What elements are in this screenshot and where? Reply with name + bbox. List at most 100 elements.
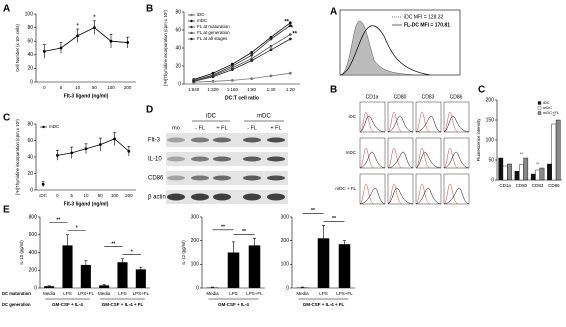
marker — [230, 68, 234, 71]
blot-band — [243, 193, 261, 201]
bar — [117, 262, 128, 288]
blot-band — [167, 193, 185, 201]
x-tick-label: 1:320 — [207, 87, 219, 92]
flow-frame — [443, 101, 470, 133]
x-axis-label: Flt-3 ligand (ng/ml) — [64, 93, 109, 99]
column-label: CD83 — [422, 94, 435, 100]
x-tick-label: LPS+FL — [78, 291, 95, 296]
row-label: DC generation — [2, 302, 31, 307]
flow-frame — [359, 101, 386, 133]
y-tick-label: 300 — [191, 214, 200, 220]
y-tick-label: 300 — [281, 214, 290, 220]
annotation: ** — [288, 26, 293, 32]
y-tick-label: 400 — [29, 250, 38, 256]
lane-group-label: iDC — [206, 114, 217, 120]
row-label: CD86 — [148, 176, 164, 182]
row-label: iDC — [349, 114, 357, 119]
flow-frame — [359, 173, 386, 205]
y-axis-label: [³H]Thymidine incorporation (cpm x 10³) — [163, 10, 168, 86]
x-tick-label: LPS — [229, 291, 238, 296]
bar — [502, 165, 508, 181]
blot-band — [243, 175, 261, 181]
marker — [92, 26, 96, 29]
x-axis-label: DC:T cell ratio — [225, 95, 259, 101]
annotation: * — [76, 23, 79, 30]
marker — [98, 143, 102, 147]
flow-marker — [359, 151, 386, 169]
x-tick-label: 100 — [107, 85, 115, 90]
flow-marker — [387, 187, 414, 205]
marker — [288, 24, 292, 27]
line — [57, 138, 130, 156]
annotation: * — [93, 15, 96, 22]
legend-marker — [190, 31, 193, 35]
marker — [250, 77, 254, 80]
flow-frame — [359, 137, 386, 169]
y-tick-label: 200 — [281, 238, 290, 244]
blot-band — [267, 137, 285, 143]
column-label: CD1a — [366, 94, 379, 100]
x-tick-label: 5 — [60, 85, 63, 90]
x-tick-label: 1:20 — [286, 87, 295, 92]
flow-frame — [387, 101, 414, 133]
y-tick-label: 100 — [486, 137, 495, 143]
bar — [80, 264, 91, 288]
x-tick-label: 5 — [70, 193, 73, 198]
flow-isotype — [387, 183, 403, 205]
annotation: * — [76, 226, 78, 232]
flow-marker — [443, 187, 470, 205]
legend-marker — [190, 13, 193, 17]
blot-band — [243, 137, 261, 143]
blot-band — [267, 156, 285, 162]
panel-label: D — [146, 105, 153, 116]
bar — [535, 169, 540, 181]
legend-swatch — [537, 101, 542, 105]
y-tick-label: 40 — [27, 154, 33, 160]
x-tick-label: 1:640 — [188, 87, 200, 92]
x-tick-label: 0 — [56, 193, 59, 198]
x-tick-label: LPS+FL — [133, 291, 150, 296]
group-label: GM-CSF + IL-4 — [218, 302, 249, 307]
blot-band — [213, 137, 231, 143]
x-tick-label: 10 — [75, 85, 81, 90]
row-label: Flt-3 — [148, 138, 161, 144]
x-tick-label: iDC — [39, 193, 47, 198]
flow-marker — [415, 151, 442, 169]
bar — [62, 245, 73, 288]
y-tick-label: 150 — [486, 117, 495, 123]
y-tick-label: 60 — [27, 39, 33, 45]
lane-label: + FL — [216, 125, 227, 131]
flow-marker — [415, 187, 442, 205]
group-label: GM-CSF + IL-4 + FL — [303, 302, 345, 307]
flow-isotype — [443, 183, 459, 205]
column-label: CD86 — [450, 94, 463, 100]
row-label: IL-10 — [148, 157, 162, 163]
bar — [99, 285, 110, 288]
y-tick-label: 0 — [491, 177, 494, 183]
flow-isotype — [387, 111, 403, 133]
bar — [498, 157, 504, 181]
x-tick-label: 1:80 — [247, 87, 256, 92]
flow-isotype — [359, 147, 375, 169]
x-tick-label: 10 — [83, 193, 89, 198]
legend-label: mDC — [543, 105, 552, 110]
blot-band — [167, 175, 185, 181]
blot-band — [213, 156, 231, 162]
line — [193, 25, 291, 81]
flow-isotype — [415, 111, 431, 133]
bar — [547, 163, 552, 181]
blot-band — [191, 156, 209, 162]
column-label: CD80 — [394, 94, 407, 100]
legend-marker — [190, 19, 193, 23]
flow-marker — [387, 151, 414, 169]
legend-marker — [190, 25, 193, 29]
line — [44, 27, 128, 52]
y-tick-label: 0 — [34, 285, 37, 291]
legend-swatch — [537, 111, 542, 115]
legend-label: mDC+FL — [543, 110, 560, 115]
legend-label: iDC — [543, 100, 550, 105]
marker — [113, 137, 116, 141]
x-tick-label: LPS — [63, 291, 72, 296]
row-label: mDC — [346, 150, 357, 155]
